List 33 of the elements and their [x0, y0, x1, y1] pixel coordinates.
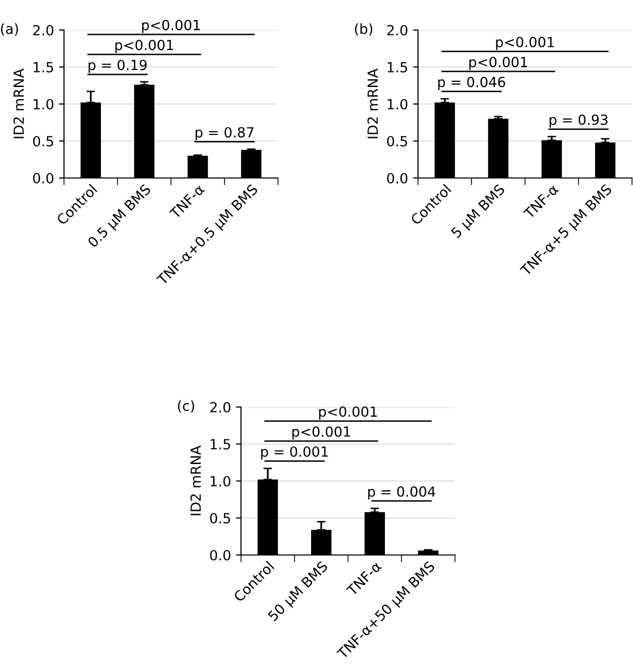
y-tick-label: 2.0 [33, 24, 54, 36]
chart-title: (a) [0, 23, 18, 36]
y-tick-label: 1.0 [388, 98, 408, 110]
chart-title: (c) [178, 400, 194, 413]
y-tick-label: 1.5 [388, 62, 408, 72]
y-axis-title: ID2 mRNA [13, 68, 24, 138]
y-tick-label: 0.5 [33, 136, 54, 146]
annotation: p = 0.19 [88, 60, 147, 73]
y-tick-label: 0.5 [210, 512, 230, 524]
annotation: p<0.001 [496, 36, 554, 50]
annotation: p = 0.93 [550, 114, 608, 128]
y-tick-label: 1.0 [34, 98, 54, 110]
annotation: p = 0.87 [196, 127, 254, 140]
y-tick-label: 1.5 [210, 439, 230, 450]
annotation: p<0.001 [115, 40, 174, 53]
annotation: p = 0.004 [368, 486, 436, 500]
y-tick-label: 1.0 [210, 476, 230, 486]
annotation: p<0.001 [469, 56, 528, 70]
annotation: p = 0.046 [438, 76, 506, 90]
y-axis-title: ID2 mRNA [367, 68, 378, 138]
y-tick-label: 1.5 [34, 62, 54, 72]
annotation: p<0.001 [319, 406, 377, 420]
annotation: p<0.001 [142, 20, 200, 33]
chart-title: (b) [354, 23, 372, 36]
y-axis-title: ID2 mRNA [190, 446, 201, 516]
y-tick-label: 0.0 [387, 172, 408, 184]
y-tick-label: 2.0 [387, 24, 408, 36]
y-tick-label: 0.0 [33, 172, 54, 184]
annotation: p = 0.001 [261, 446, 328, 460]
y-tick-label: 2.0 [210, 402, 230, 412]
y-tick-label: 0.5 [387, 136, 408, 146]
y-tick-label: 0.0 [210, 550, 230, 560]
annotation: p<0.001 [292, 426, 350, 440]
